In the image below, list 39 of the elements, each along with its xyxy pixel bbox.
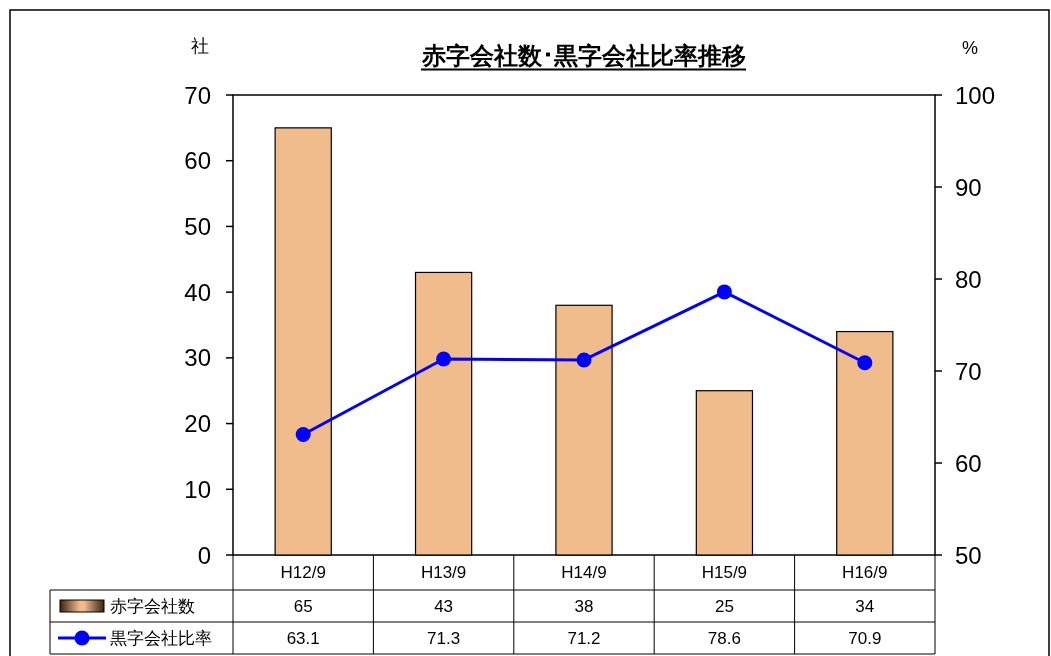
data-label: 34 — [855, 596, 875, 616]
point — [576, 352, 592, 368]
data-label: 43 — [434, 596, 454, 616]
y-tick-label: 30 — [184, 344, 211, 372]
y2-tick-label: 80 — [955, 265, 982, 293]
y2-tick-label: 50 — [955, 541, 982, 569]
x-tick-label: H15/9 — [701, 563, 748, 582]
y-axis-title: 社 — [191, 36, 209, 56]
point — [295, 426, 311, 442]
data-label: 71.3 — [427, 628, 461, 648]
data-label: 25 — [714, 596, 734, 616]
y-tick-label: 10 — [184, 475, 211, 503]
y2-tick-label: 90 — [955, 173, 982, 201]
y2-tick-label: 70 — [955, 357, 982, 385]
point — [436, 351, 452, 367]
legend-label: 黒字会社比率 — [110, 628, 212, 648]
y-tick-label: 60 — [184, 147, 211, 175]
data-label: 78.6 — [707, 628, 741, 648]
y-tick-label: 70 — [184, 81, 211, 109]
x-tick-label: H13/9 — [420, 563, 467, 582]
chart-title: 赤字会社数･黒字会社比率推移 — [421, 41, 746, 69]
x-tick-label: H16/9 — [842, 563, 888, 582]
y-tick-label: 40 — [184, 278, 211, 306]
y2-tick-label: 100 — [955, 81, 996, 109]
legend-label: 赤字会社数 — [110, 596, 195, 616]
data-label: 71.2 — [567, 628, 601, 648]
y-tick-label: 50 — [184, 212, 211, 240]
y2-tick-label: 60 — [955, 449, 982, 477]
point — [716, 284, 732, 300]
data-label: 70.9 — [848, 628, 882, 648]
x-tick-label: H12/9 — [280, 563, 326, 582]
y2-axis-title: % — [961, 38, 979, 58]
y-tick-label: 20 — [184, 410, 211, 438]
data-label: 65 — [293, 596, 313, 616]
point — [857, 355, 873, 371]
data-label: 38 — [574, 596, 594, 616]
x-tick-label: H14/9 — [561, 563, 607, 582]
data-label: 63.1 — [286, 628, 320, 648]
y-tick-label: 0 — [197, 541, 211, 569]
